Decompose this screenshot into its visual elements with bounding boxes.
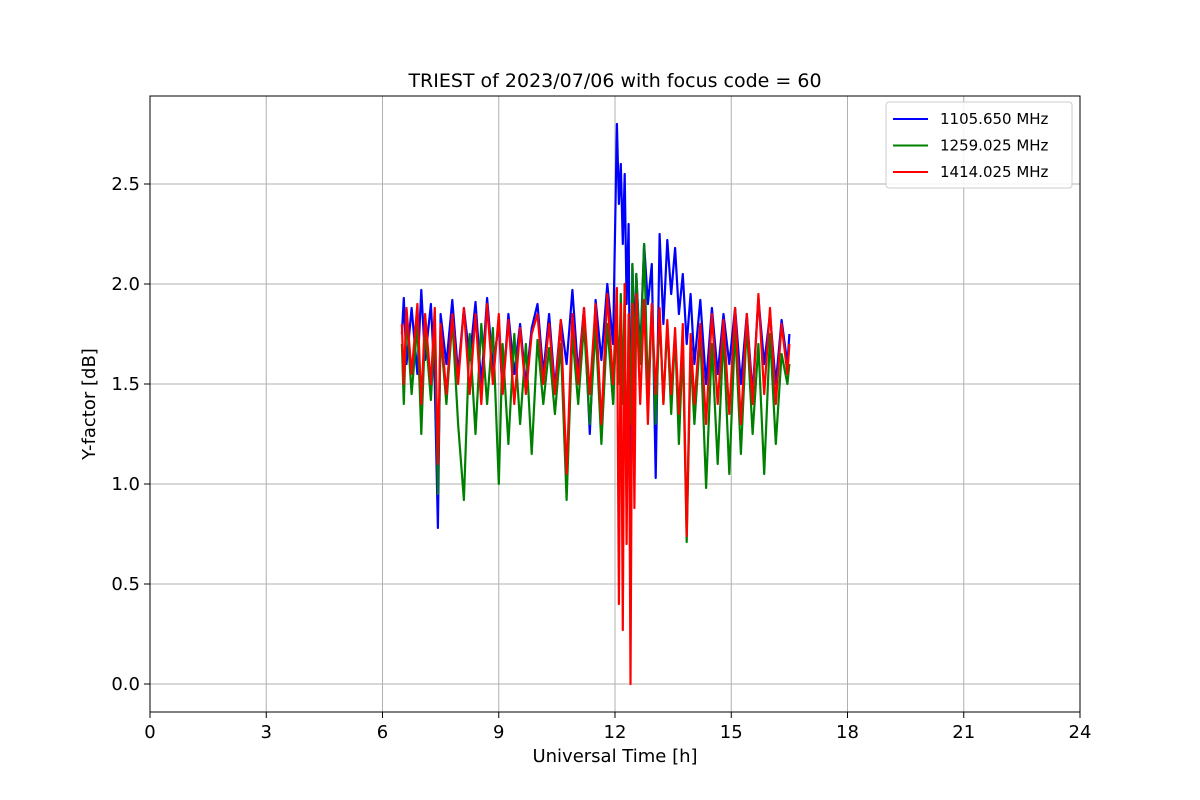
x-tick-label: 24 xyxy=(1069,722,1092,743)
y-tick-label: 0.5 xyxy=(111,574,140,595)
axis-ticks: 0 3 6 9 12 15 18 21 24 0.0 0.5 1.0 1.5 2.0 2.5 xyxy=(111,174,1091,743)
x-axis-label: Universal Time [h] xyxy=(532,746,697,767)
legend-label: 1105.650 MHz xyxy=(940,110,1049,128)
x-tick-label: 0 xyxy=(144,722,155,743)
x-tick-label: 15 xyxy=(720,722,743,743)
y-tick-label: 2.5 xyxy=(111,174,140,195)
series-layer xyxy=(400,122,791,686)
y-tick-label: 1.5 xyxy=(111,374,140,395)
legend-label: 1414.025 MHz xyxy=(940,163,1049,181)
y-axis-label: Y-factor [dB] xyxy=(79,348,100,461)
x-tick-label: 18 xyxy=(836,722,859,743)
x-tick-label: 12 xyxy=(604,722,627,743)
y-tick-label: 2.0 xyxy=(111,274,140,295)
y-tick-label: 0.0 xyxy=(111,674,140,695)
legend-box xyxy=(885,101,1073,189)
x-tick-label: 9 xyxy=(493,722,504,743)
legend: 1105.650 MHz 1259.025 MHz 1414.025 MHz xyxy=(885,101,1073,189)
y-tick-label: 1.0 xyxy=(111,474,140,495)
x-tick-label: 21 xyxy=(952,722,975,743)
chart-title: TRIEST of 2023/07/06 with focus code = 6… xyxy=(407,70,821,92)
x-tick-label: 3 xyxy=(261,722,272,743)
x-tick-label: 6 xyxy=(377,722,388,743)
legend-label: 1259.025 MHz xyxy=(940,137,1049,155)
series-line xyxy=(400,282,791,686)
